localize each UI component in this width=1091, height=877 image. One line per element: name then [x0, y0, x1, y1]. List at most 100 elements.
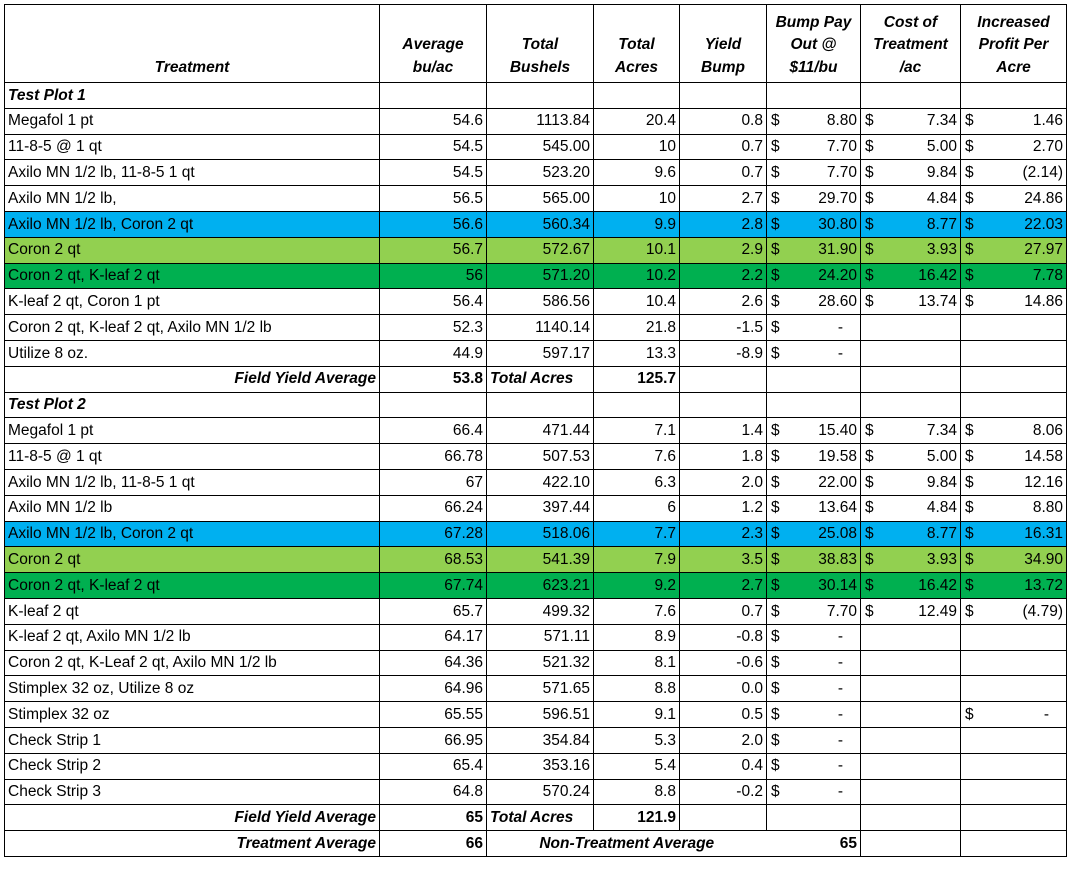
average-cell: 56 — [379, 262, 487, 290]
profit-cell-amount: 14.86 — [1024, 293, 1063, 311]
currency-symbol: $ — [865, 189, 874, 207]
cost-cell — [860, 726, 961, 754]
plot2-footer: Field Yield Average 65 Total Acres 121.9… — [4, 804, 1067, 857]
table-row: Axilo MN 1/2 lb, Coron 2 qt 56.6 560.34 9.9… — [4, 210, 1067, 238]
profit-cell-amount: (2.14) — [1022, 164, 1064, 182]
bump-pay-cell: $ - — [766, 752, 861, 780]
bushels-cell: 1140.14 — [486, 314, 594, 341]
yield-bump-cell: 1.2 — [679, 494, 767, 522]
plot1-section: Test Plot 1 Megafol 1 pt 54.6 1113.84 20.4 0… — [4, 82, 1067, 367]
acres-cell: 9.2 — [593, 572, 680, 599]
cost-cell-amount: 7.34 — [926, 422, 957, 439]
profit-cell: $ - — [960, 701, 1067, 728]
bump-pay-cell-amount: 7.70 — [826, 602, 857, 620]
average-cell: 64.96 — [379, 675, 487, 703]
currency-symbol: $ — [865, 112, 874, 130]
currency-symbol: $ — [965, 215, 974, 233]
currency-symbol: $ — [771, 757, 780, 775]
profit-cell-amount: 22.03 — [1024, 215, 1063, 233]
table-row: Coron 2 qt 56.7 572.67 10.1 2.9 $31.90 $3.93 $2… — [4, 236, 1067, 264]
currency-symbol: $ — [771, 576, 780, 594]
bump-pay-cell: $22.00 — [766, 468, 861, 496]
acres-cell: 7.1 — [593, 417, 680, 445]
bump-pay-cell: $15.40 — [766, 417, 861, 445]
treatment-cell: Axilo MN 1/2 lb, Coron 2 qt — [4, 210, 380, 238]
profit-cell-amount: 16.31 — [1024, 525, 1063, 543]
bump-pay-cell: $28.60 — [766, 288, 861, 316]
table-row: Stimplex 32 oz, Utilize 8 oz 64.96 571.65 8… — [4, 675, 1067, 703]
profit-cell: $ (4.79) — [960, 597, 1067, 625]
cost-cell: $8.77 — [860, 210, 961, 238]
bushels-cell: 521.32 — [486, 649, 594, 677]
header-bump-pay: Bump Pay Out @ $11/bu — [766, 4, 861, 83]
profit-cell — [960, 675, 1067, 703]
currency-symbol: $ — [965, 138, 974, 156]
treatment-average-value: 66 — [379, 830, 487, 857]
bushels-cell: 354.84 — [486, 726, 594, 754]
currency-symbol: $ — [771, 138, 780, 156]
cost-cell-amount: 7.34 — [926, 112, 957, 130]
non-treatment-average-value: 65 — [766, 830, 861, 857]
bump-pay-cell: $8.80 — [766, 107, 861, 135]
profit-cell: $ (2.14) — [960, 159, 1067, 187]
bump-pay-cell-amount: 19.58 — [818, 447, 857, 465]
bushels-cell: 571.20 — [486, 262, 594, 290]
acres-cell: 10.2 — [593, 262, 680, 290]
header-yield-bump: Yield Bump — [679, 4, 767, 83]
cost-cell-amount: 4.84 — [926, 189, 957, 207]
non-treatment-average-label: Non-Treatment Average — [486, 830, 767, 857]
average-cell: 44.9 — [379, 339, 487, 367]
yield-bump-cell: 2.0 — [679, 468, 767, 496]
bump-pay-cell-amount: - — [837, 344, 843, 362]
average-cell: 68.53 — [379, 546, 487, 574]
yield-bump-cell: 2.2 — [679, 262, 767, 290]
currency-symbol: $ — [771, 447, 780, 465]
section-title: Test Plot 1 — [4, 82, 380, 109]
cost-cell: $5.00 — [860, 443, 961, 470]
bushels-cell: 523.20 — [486, 159, 594, 187]
cost-cell — [860, 752, 961, 780]
currency-symbol: $ — [965, 189, 974, 207]
profit-cell — [960, 752, 1067, 780]
header-profit: Increased Profit Per Acre — [960, 4, 1067, 83]
cost-cell-amount: 3.93 — [926, 550, 957, 568]
currency-symbol: $ — [771, 267, 780, 285]
bump-pay-cell: $38.83 — [766, 546, 861, 574]
table-row: K-leaf 2 qt 65.7 499.32 7.6 0.7 $7.70 $12.49 $(… — [4, 597, 1067, 625]
average-cell: 52.3 — [379, 314, 487, 341]
header-row: Treatment Average bu/ac Total Bushels Tota… — [4, 4, 1067, 83]
acres-cell: 8.8 — [593, 675, 680, 703]
table-row: 11-8-5 @ 1 qt 66.78 507.53 7.6 1.8 $19.58 $5.0… — [4, 443, 1067, 470]
bump-pay-cell-amount: - — [837, 318, 843, 336]
field-average-label: Field Yield Average — [4, 804, 380, 832]
currency-symbol: $ — [865, 138, 874, 156]
bump-pay-cell-amount: 29.70 — [818, 189, 857, 207]
cost-cell-amount: 12.49 — [918, 602, 957, 620]
profit-cell: $34.90 — [960, 546, 1067, 574]
bushels-cell: 397.44 — [486, 494, 594, 522]
treatment-cell: Check Strip 1 — [4, 726, 380, 754]
bump-pay-cell: $13.64 — [766, 494, 861, 522]
cost-cell-amount: 5.00 — [926, 138, 957, 156]
acres-cell: 13.3 — [593, 339, 680, 367]
acres-cell: 8.9 — [593, 623, 680, 651]
cost-cell — [860, 314, 961, 341]
average-cell: 56.6 — [379, 210, 487, 238]
bump-pay-cell: $30.14 — [766, 572, 861, 599]
treatment-cell: Axilo MN 1/2 lb, Coron 2 qt — [4, 520, 380, 548]
profit-cell: $16.31 — [960, 520, 1067, 548]
bump-pay-cell-amount: 30.14 — [818, 576, 857, 594]
treatment-cell: Axilo MN 1/2 lb — [4, 494, 380, 522]
cost-cell: $9.84 — [860, 159, 961, 187]
average-cell: 66.4 — [379, 417, 487, 445]
acres-cell: 9.1 — [593, 701, 680, 728]
bump-pay-cell-amount: 13.64 — [818, 499, 857, 517]
yield-bump-cell: 2.3 — [679, 520, 767, 548]
currency-symbol: $ — [865, 550, 874, 568]
average-cell: 66.78 — [379, 443, 487, 470]
treatment-cell: Coron 2 qt, K-Leaf 2 qt, Axilo MN 1/2 lb — [4, 649, 380, 677]
yield-bump-cell: 0.7 — [679, 159, 767, 187]
average-cell: 56.5 — [379, 185, 487, 212]
table-row: 11-8-5 @ 1 qt 54.5 545.00 10 0.7 $7.70 $5.00 $2… — [4, 133, 1067, 161]
currency-symbol: $ — [865, 525, 874, 543]
